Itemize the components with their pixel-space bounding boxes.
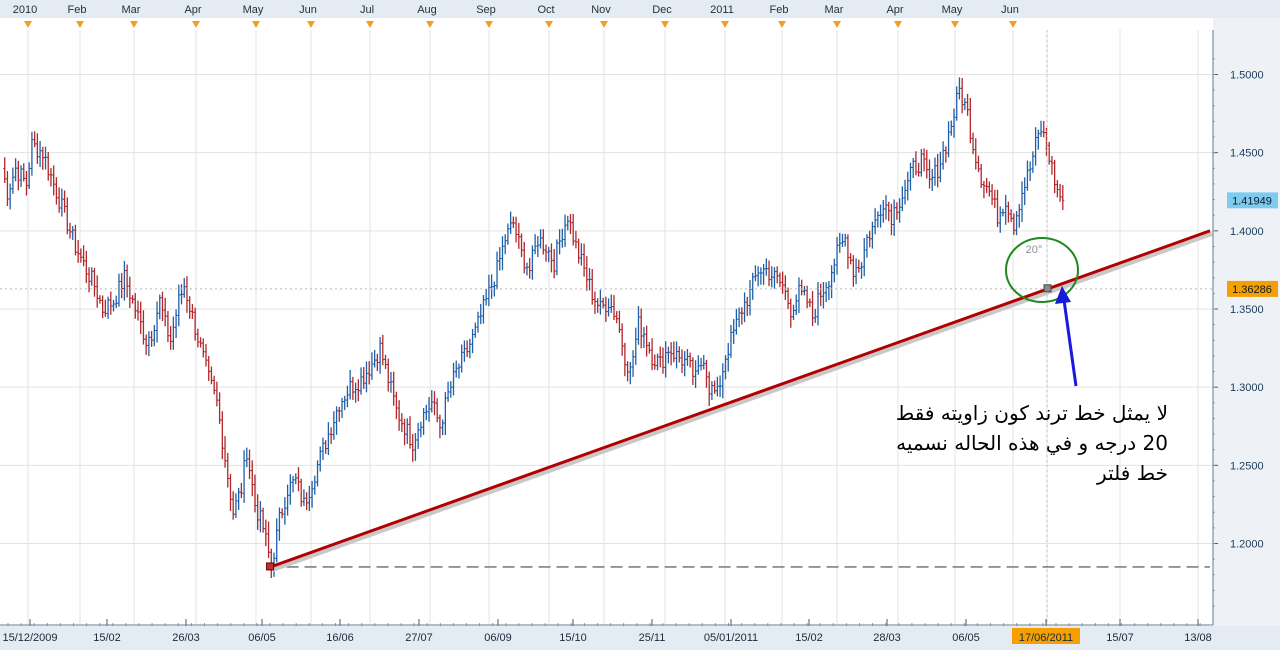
month-marker-icon (833, 21, 841, 28)
price-tag (1227, 280, 1278, 297)
trendline-shadow (271, 231, 1213, 572)
x-tick-label: 15/02 (795, 632, 823, 644)
arrow-shaft (1062, 299, 1078, 387)
y-tick-label: 1.3000 (1230, 382, 1264, 394)
month-marker-icon (76, 21, 84, 28)
arrow-head-icon (1055, 286, 1071, 304)
month-marker-icon (778, 21, 786, 28)
x-tick-label: 13/08 (1184, 632, 1212, 644)
month-marker-icon (252, 21, 260, 28)
annotation-line-2: 20 درجه و في هذه الحاله نسميه (896, 431, 1168, 455)
top-axis-label: Feb (68, 4, 87, 16)
month-marker-icon (894, 21, 902, 28)
top-axis-label: Apr (886, 4, 903, 16)
x-tick-label: 15/07 (1106, 632, 1134, 644)
price-tag-label: 1.36286 (1232, 284, 1272, 296)
top-axis-label: Mar (122, 4, 141, 16)
x-tick-label: 15/10 (559, 632, 587, 644)
annotation-line-1: لا يمثل خط ترند كون زاويته فقط (895, 401, 1168, 425)
top-axis-label: Sep (476, 4, 496, 16)
y-tick-label: 1.3500 (1230, 304, 1264, 316)
top-axis-label: Aug (417, 4, 437, 16)
month-marker-icon (192, 21, 200, 28)
month-marker-icon (545, 21, 553, 28)
x-tick-label: 15/12/2009 (2, 632, 57, 644)
y-tick-label: 1.4500 (1230, 148, 1264, 160)
month-marker-icon (661, 21, 669, 28)
month-marker-icon (24, 21, 32, 28)
top-axis-label: Oct (537, 4, 554, 16)
angle-label: 20° (1026, 244, 1043, 256)
price-bars (3, 77, 1065, 579)
month-marker-icon (426, 21, 434, 28)
month-marker-icon (951, 21, 959, 28)
y-tick-label: 1.4000 (1230, 226, 1264, 238)
annotation-line-3: خط فلتر (1097, 461, 1168, 485)
top-axis-label: Mar (825, 4, 844, 16)
trendline-handle (1043, 284, 1052, 293)
top-axis-band (0, 0, 1280, 18)
top-axis-label: Nov (591, 4, 611, 16)
top-axis-label: May (942, 4, 963, 16)
y-tick-label: 1.2000 (1230, 539, 1264, 551)
x-tick-label: 17/06/2011 (1019, 632, 1073, 644)
y-tick-label: 1.2500 (1230, 460, 1264, 472)
month-marker-icon (130, 21, 138, 28)
trendline (270, 229, 1211, 569)
x-tick-label: 26/03 (172, 632, 200, 644)
x-tick-label: 06/05 (952, 632, 980, 644)
x-tick-label: 16/06 (326, 632, 354, 644)
top-axis-label: 2010 (13, 4, 37, 16)
top-axis-label: Jul (360, 4, 374, 16)
month-marker-icon (1009, 21, 1017, 28)
price-tag (1227, 192, 1278, 209)
top-axis-label: Feb (770, 4, 789, 16)
x-tick-label: 06/09 (484, 632, 512, 644)
y-tick-label: 1.5000 (1230, 70, 1264, 82)
top-axis-label: 2011 (710, 4, 734, 16)
x-tick-label: 28/03 (873, 632, 901, 644)
month-marker-icon (485, 21, 493, 28)
annotation-text: لا يمثل خط ترند كون زاويته فقط 20 درجه و… (848, 398, 1168, 488)
date-highlight (1012, 628, 1080, 644)
month-marker-icon (366, 21, 374, 28)
x-tick-label: 15/02 (93, 632, 121, 644)
trendline-anchor (266, 562, 275, 571)
horizontal-grid (0, 74, 1213, 544)
x-tick-label: 06/05 (248, 632, 276, 644)
ohlc-bar (1061, 185, 1065, 211)
month-marker-icon (307, 21, 315, 28)
highlight-circle (1005, 237, 1079, 303)
top-axis-label: Apr (184, 4, 201, 16)
x-tick-label: 25/11 (639, 632, 666, 644)
x-tick-label: 05/01/2011 (704, 632, 758, 644)
x-tick-label: 27/07 (405, 632, 433, 644)
month-marker-icon (600, 21, 608, 28)
price-tag-label: 1.41949 (1232, 195, 1272, 207)
top-axis-label: Dec (652, 4, 672, 16)
right-axis-band (1213, 18, 1280, 626)
top-axis-label: Jun (299, 4, 317, 16)
top-axis-label: Jun (1001, 4, 1019, 16)
month-marker-icon (721, 21, 729, 28)
top-axis-label: May (243, 4, 264, 16)
